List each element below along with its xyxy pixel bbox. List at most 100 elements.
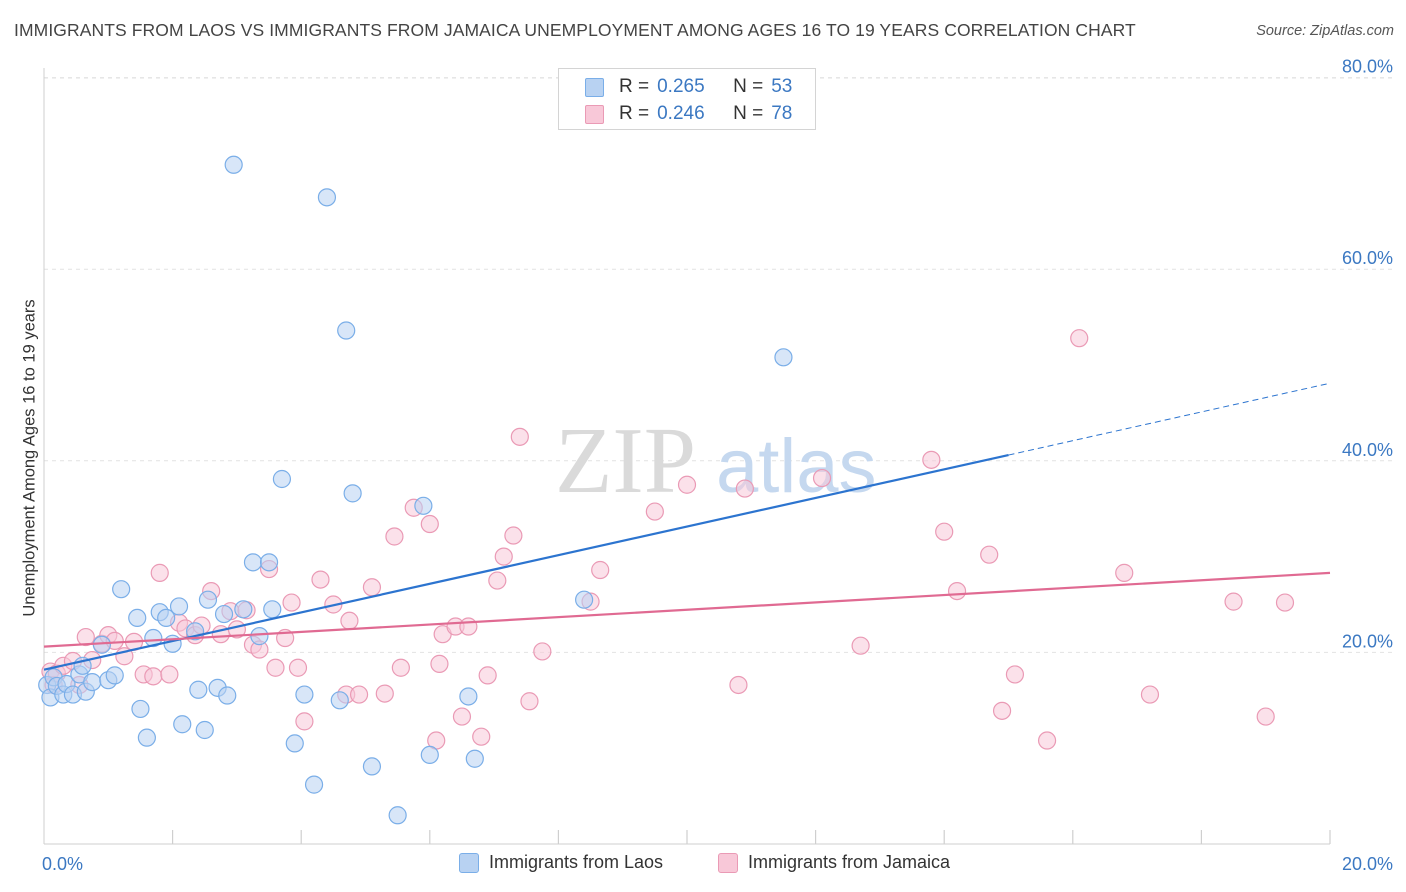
jamaica-point [472, 727, 491, 746]
jamaica-point [150, 563, 169, 582]
laos-point [169, 597, 189, 616]
jamaica-point [645, 502, 664, 521]
jamaica-point [282, 593, 301, 612]
jamaica-point [677, 475, 697, 494]
laos-point [337, 321, 356, 340]
jamaica-point [510, 427, 529, 446]
laos-point [189, 680, 208, 699]
laos-point [195, 720, 214, 740]
laos-point [575, 590, 594, 609]
laos-point [234, 600, 253, 619]
legend-r-value-laos: 0.265 [657, 76, 705, 97]
jamaica-point [504, 526, 523, 545]
laos-point [112, 580, 131, 599]
laos-point [330, 691, 349, 710]
jamaica-point [1115, 563, 1134, 582]
trend-lines [43, 382, 1331, 671]
legend-n-label: N = [733, 76, 764, 97]
legend-swatch-laos [459, 852, 479, 873]
jamaica-point [452, 707, 472, 726]
laos-trend-extension [1008, 382, 1331, 456]
chart-source: Source: ZipAtlas.com [1256, 23, 1394, 39]
laos-point [105, 666, 124, 685]
legend-item-laos[interactable]: Immigrants from Laos [459, 852, 663, 873]
laos-point [285, 734, 304, 753]
jamaica-points [41, 329, 1295, 750]
jamaica-trend-line [43, 571, 1331, 648]
jamaica-point [922, 450, 941, 469]
jamaica-point [385, 527, 404, 546]
jamaica-point [478, 666, 497, 685]
legend-swatch-laos [585, 77, 604, 97]
legend-n-label: N = [733, 103, 764, 124]
laos-point [272, 469, 292, 489]
legend-label-jamaica: Immigrants from Jamaica [748, 852, 951, 872]
jamaica-point [288, 658, 308, 677]
laos-point [295, 685, 314, 704]
laos-point [163, 634, 182, 653]
x-tick-label: 0.0% [42, 854, 83, 874]
jamaica-point [935, 522, 954, 541]
jamaica-point [420, 514, 439, 534]
legend-label-laos: Immigrants from Laos [489, 852, 664, 872]
legend-swatch-jamaica [585, 104, 604, 124]
laos-point [465, 749, 484, 768]
legend-row-laos: R = 0.265 N = 53 [585, 75, 793, 99]
laos-point [83, 672, 102, 692]
legend-r-label: R = [619, 76, 650, 97]
x-tick-label: 20.0% [1342, 854, 1393, 874]
laos-point [420, 745, 439, 765]
jamaica-point [391, 658, 410, 677]
laos-point [304, 775, 324, 794]
legend-item-jamaica[interactable]: Immigrants from Jamaica [718, 852, 950, 873]
laos-point [459, 687, 478, 706]
legend-row-jamaica: R = 0.246 N = 78 [585, 102, 792, 126]
jamaica-point [459, 617, 478, 636]
y-tick-label: 40.0% [1342, 440, 1393, 460]
chart-title: IMMIGRANTS FROM LAOS VS IMMIGRANTS FROM … [14, 20, 1136, 40]
jamaica-point [76, 627, 95, 647]
jamaica-point [160, 665, 179, 684]
y-tick-label: 60.0% [1342, 248, 1393, 268]
watermark: ZIP atlas [555, 409, 877, 513]
jamaica-point [144, 667, 163, 686]
laos-point [343, 484, 362, 503]
jamaica-point [812, 468, 832, 488]
jamaica-point [488, 571, 507, 590]
laos-point [224, 155, 243, 174]
laos-point [173, 715, 192, 734]
jamaica-point [591, 560, 610, 580]
laos-point [263, 600, 282, 619]
jamaica-point [1070, 329, 1089, 348]
y-tick-label: 80.0% [1342, 57, 1393, 77]
axes [43, 68, 1331, 845]
laos-point [317, 188, 337, 207]
jamaica-point [1140, 685, 1160, 704]
laos-point [131, 699, 150, 719]
jamaica-point [980, 545, 999, 564]
tick-labels: 20.0% 40.0% 60.0% 80.0% 0.0% 20.0% [42, 57, 1393, 874]
legend-r-value-jamaica: 0.246 [657, 103, 705, 124]
jamaica-point [992, 701, 1012, 720]
laos-point [198, 590, 218, 609]
jamaica-point [375, 684, 394, 703]
laos-point [243, 553, 263, 572]
jamaica-point [947, 581, 967, 601]
laos-trend-line [43, 453, 1009, 671]
correlation-legend: R = 0.265 N = 53 R = 0.246 N = 78 [558, 68, 816, 130]
jamaica-point [533, 642, 552, 661]
jamaica-point [311, 570, 330, 589]
laos-point [128, 608, 147, 628]
jamaica-point [362, 578, 382, 597]
laos-point [388, 806, 407, 825]
laos-point [218, 686, 237, 705]
jamaica-point [340, 611, 359, 630]
jamaica-point [1224, 592, 1243, 611]
legend-n-value-laos: 53 [771, 76, 793, 97]
laos-point [214, 604, 234, 624]
laos-points [38, 155, 793, 825]
laos-point [774, 348, 793, 367]
legend-swatch-jamaica [718, 852, 738, 873]
watermark-zip: ZIP [555, 409, 696, 513]
